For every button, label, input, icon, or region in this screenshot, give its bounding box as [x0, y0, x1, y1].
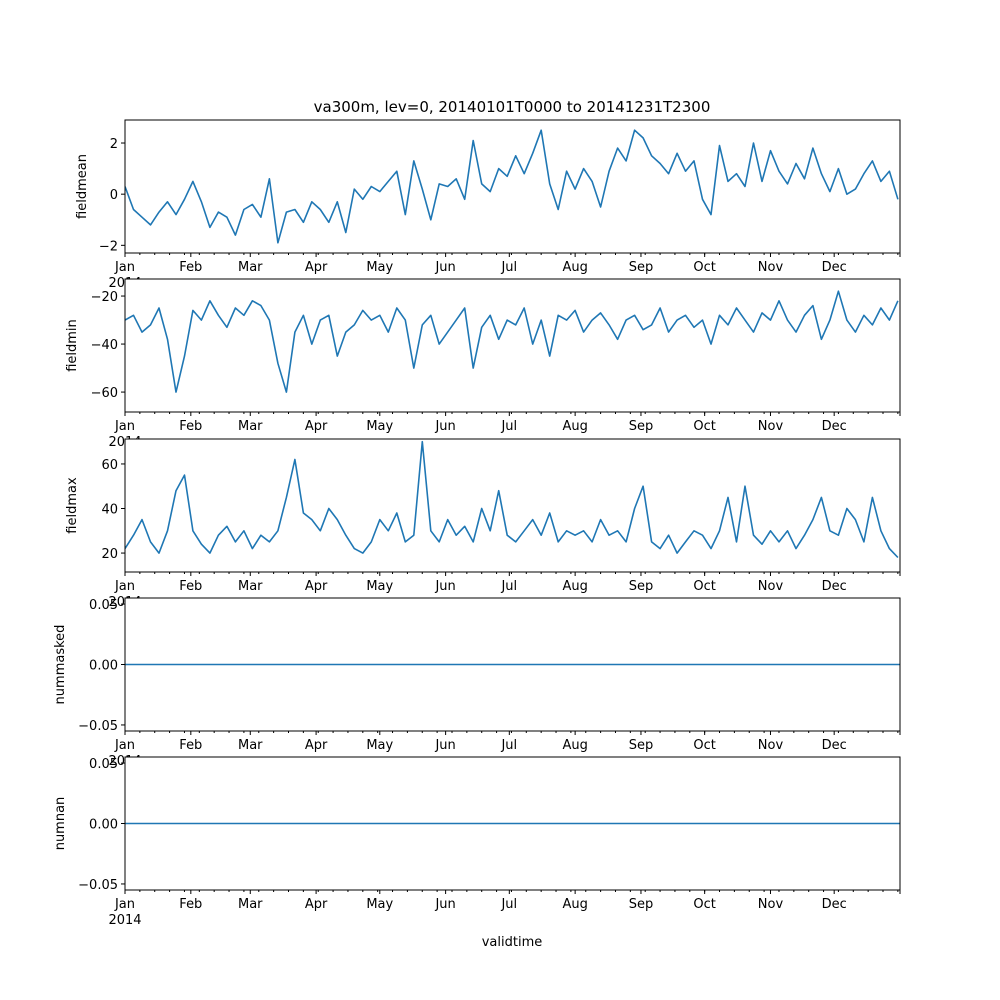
- y-axis-label: fieldmin: [65, 319, 80, 372]
- x-tick-label: Mar: [238, 260, 263, 275]
- y-tick-label: 60: [101, 458, 118, 473]
- y-tick-label: −0.05: [78, 719, 118, 734]
- y-tick-label: 40: [101, 503, 118, 518]
- x-tick-label: Nov: [758, 897, 784, 912]
- y-tick-label: 2: [110, 137, 118, 152]
- x-tick-label: Apr: [305, 579, 328, 594]
- x-tick-label: Dec: [822, 579, 847, 594]
- x-tick-label: Jul: [500, 579, 517, 594]
- x-tick-label: Sep: [629, 897, 654, 912]
- y-tick-label: 0.00: [89, 818, 118, 833]
- x-tick-label: May: [366, 260, 393, 275]
- x-axis-label: validtime: [482, 935, 543, 950]
- y-tick-label: 0: [110, 188, 118, 203]
- axes-spine: [124, 119, 901, 254]
- x-tick-label: Feb: [179, 419, 202, 434]
- subplot-nummasked: JanFebMarAprMayJunJulAugSepOctNovDec2014…: [53, 597, 901, 769]
- x-tick-label: Apr: [305, 897, 328, 912]
- x-tick-label: Aug: [562, 419, 587, 434]
- x-tick-label: Aug: [562, 260, 587, 275]
- y-axis-label: nummasked: [53, 625, 68, 705]
- x-tick-label: Apr: [305, 260, 328, 275]
- x-tick-label: Feb: [179, 579, 202, 594]
- axes-background: [125, 279, 900, 412]
- x-tick-label: Apr: [305, 419, 328, 434]
- x-tick-label: May: [366, 419, 393, 434]
- x-tick-label: Dec: [822, 897, 847, 912]
- x-tick-label: Oct: [693, 260, 715, 275]
- chart-title: va300m, lev=0, 20140101T0000 to 20141231…: [314, 98, 711, 116]
- x-tick-label: Sep: [629, 738, 654, 753]
- y-tick-label: −0.05: [78, 878, 118, 893]
- x-tick-label: Jul: [500, 738, 517, 753]
- subplot-fieldmax: JanFebMarAprMayJunJulAugSepOctNovDec2014…: [65, 438, 901, 610]
- x-tick-label: Apr: [305, 738, 328, 753]
- subplot-fieldmean: JanFebMarAprMayJunJulAugSepOctNovDec2014…: [75, 119, 901, 291]
- x-tick-label: Jun: [434, 738, 455, 753]
- x-tick-label: Sep: [629, 419, 654, 434]
- y-tick-label: −40: [91, 338, 118, 353]
- y-tick-label: 0.05: [89, 598, 118, 613]
- x-tick-label: Mar: [238, 738, 263, 753]
- x-tick-label: Dec: [822, 260, 847, 275]
- x-tick-label: Jul: [500, 897, 517, 912]
- y-axis-label: numnan: [53, 797, 68, 851]
- subplot-fieldmin: JanFebMarAprMayJunJulAugSepOctNovDec2014…: [65, 278, 901, 450]
- x-tick-label: Sep: [629, 579, 654, 594]
- x-tick-label: Jan: [114, 260, 135, 275]
- y-axis-label: fieldmax: [65, 477, 80, 534]
- x-tick-label: Jul: [500, 419, 517, 434]
- x-tick-label: Jan: [114, 897, 135, 912]
- x-tick-label: Jan: [114, 579, 135, 594]
- subplot-numnan: Jan Feb Mar Apr May Jun Jul Aug Sep Oct Nov Dec 2014…: [53, 756, 901, 928]
- x-tick-label: Jul: [500, 260, 517, 275]
- x-tick-label: Nov: [758, 419, 784, 434]
- y-tick-label: 0.05: [89, 757, 118, 772]
- x-tick-label: Jun: [434, 579, 455, 594]
- y-axis-label: fieldmean: [75, 154, 90, 219]
- x-tick-label: Feb: [179, 738, 202, 753]
- axes-background: [125, 439, 900, 572]
- subplots: Jan Feb Mar Apr May Jun Jul Aug Sep Oct Nov Dec 2014…: [53, 119, 901, 928]
- x-tick-label: Jun: [434, 419, 455, 434]
- x-tick-label: Feb: [179, 897, 202, 912]
- y-tick-label: −20: [91, 290, 118, 305]
- x-tick-label: Nov: [758, 738, 784, 753]
- x-tick-label: Jun: [434, 897, 455, 912]
- x-tick-label: May: [366, 579, 393, 594]
- series-line-fieldmin: [125, 290, 899, 393]
- y-tick-label: 0.00: [89, 659, 118, 674]
- series-line-fieldmax: [125, 440, 899, 559]
- y-tick-label: −2: [99, 239, 118, 254]
- x-tick-label: Oct: [693, 579, 715, 594]
- y-tick-label: −60: [91, 386, 118, 401]
- x-tick-label: Oct: [693, 738, 715, 753]
- axes-spine: [124, 278, 901, 413]
- x-tick-label: Oct: [693, 897, 715, 912]
- x-year-label: 2014: [108, 913, 141, 928]
- x-tick-label: Dec: [822, 738, 847, 753]
- x-tick-label: Oct: [693, 419, 715, 434]
- x-tick-label: May: [366, 738, 393, 753]
- x-tick-label: Aug: [562, 579, 587, 594]
- x-tick-label: Nov: [758, 260, 784, 275]
- x-tick-label: Aug: [562, 897, 587, 912]
- axes-spine: [124, 438, 901, 573]
- x-tick-label: Jan: [114, 419, 135, 434]
- y-tick-label: 20: [101, 547, 118, 562]
- series-line-fieldmean: [125, 129, 899, 244]
- x-tick-label: Jun: [434, 260, 455, 275]
- axes-background: [125, 120, 900, 253]
- x-tick-label: Jan: [114, 738, 135, 753]
- x-tick-label: Mar: [238, 419, 263, 434]
- x-tick-label: Sep: [629, 260, 654, 275]
- x-tick-label: Feb: [179, 260, 202, 275]
- x-tick-label: Dec: [822, 419, 847, 434]
- x-tick-label: May: [366, 897, 393, 912]
- x-tick-label: Mar: [238, 579, 263, 594]
- x-tick-label: Nov: [758, 579, 784, 594]
- x-tick-label: Aug: [562, 738, 587, 753]
- x-tick-label: Mar: [238, 897, 263, 912]
